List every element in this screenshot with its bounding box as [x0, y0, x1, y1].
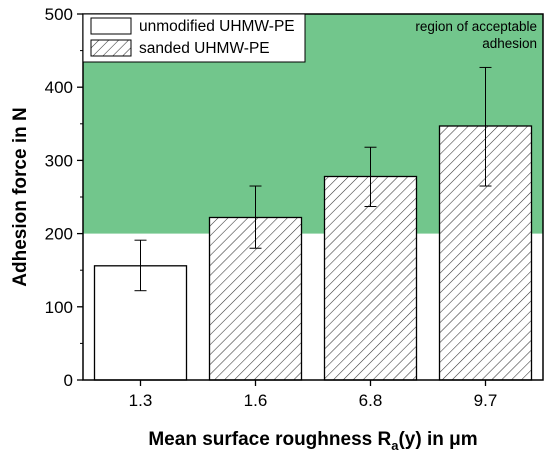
x-tick-label-6.8: 6.8	[359, 391, 383, 410]
y-tick-label-0: 0	[64, 371, 73, 390]
y-axis: 0 100 200 300 400 500	[45, 5, 83, 390]
y-tick-label-200: 200	[45, 225, 73, 244]
region-label-line1: region of acceptable	[415, 19, 537, 34]
legend: unmodified UHMW-PE sanded UHMW-PE	[82, 13, 306, 63]
x-tick-label-1.3: 1.3	[129, 391, 153, 410]
legend-swatch-sanded	[90, 39, 132, 57]
bar-6.8	[323, 175, 418, 381]
legend-label-sanded: sanded UHMW-PE	[139, 40, 270, 57]
x-axis-title-subscript: a	[391, 438, 399, 453]
error-bars	[134, 66, 492, 292]
x-tick-label-9.7: 9.7	[474, 391, 498, 410]
x-axis: 1.3 1.6 6.8 9.7	[129, 380, 498, 410]
legend-swatch-unmodified	[90, 17, 132, 35]
y-axis-title: Adhesion force in N	[10, 107, 31, 286]
y-tick-label-300: 300	[45, 151, 73, 170]
legend-label-unmodified: unmodified UHMW-PE	[139, 18, 295, 35]
region-label-line2: adhesion	[482, 36, 537, 51]
x-axis-title-suffix: (y) in μm	[398, 429, 477, 450]
y-tick-label-100: 100	[45, 298, 73, 317]
y-tick-label-500: 500	[45, 5, 73, 24]
y-tick-label-400: 400	[45, 78, 73, 97]
x-axis-title-main: Mean surface roughness R	[148, 429, 391, 450]
bar-series	[93, 125, 533, 381]
x-tick-label-1.6: 1.6	[244, 391, 268, 410]
x-axis-title: Mean surface roughness Ra(y) in μm	[148, 429, 477, 453]
